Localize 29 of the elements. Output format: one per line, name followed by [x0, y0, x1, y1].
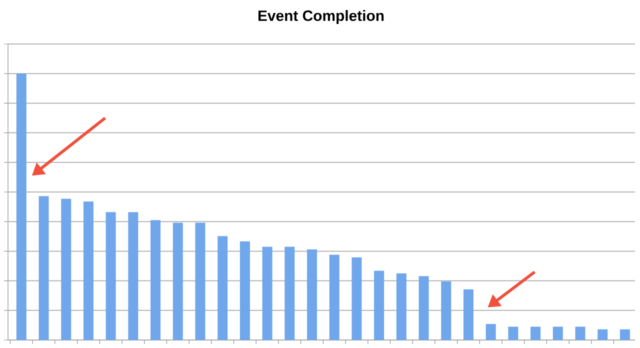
bar [418, 276, 429, 340]
bar [61, 198, 72, 340]
bar [441, 281, 452, 340]
bar [150, 220, 161, 340]
bar [575, 326, 586, 340]
bar [374, 270, 384, 340]
bar [240, 241, 250, 340]
bar [218, 236, 228, 340]
bar [396, 273, 406, 340]
bar [83, 201, 94, 340]
bar [463, 289, 474, 340]
chart-title: Event Completion [258, 10, 384, 24]
bar [598, 329, 608, 340]
bar [620, 329, 630, 340]
bar [329, 254, 340, 340]
bar [106, 212, 116, 340]
bar [307, 249, 318, 340]
bar [128, 212, 138, 340]
bar [172, 222, 183, 340]
bar [508, 326, 518, 340]
bar [262, 246, 272, 340]
bar [552, 326, 563, 340]
bar [38, 196, 49, 340]
bar [352, 257, 362, 340]
bar [284, 246, 295, 340]
bar [195, 222, 206, 340]
bar [530, 326, 541, 340]
bar [16, 74, 26, 340]
bar [486, 324, 496, 340]
